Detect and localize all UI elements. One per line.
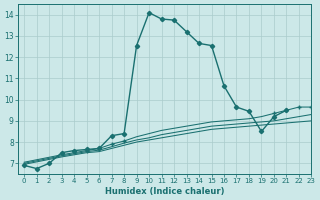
X-axis label: Humidex (Indice chaleur): Humidex (Indice chaleur) bbox=[105, 187, 224, 196]
